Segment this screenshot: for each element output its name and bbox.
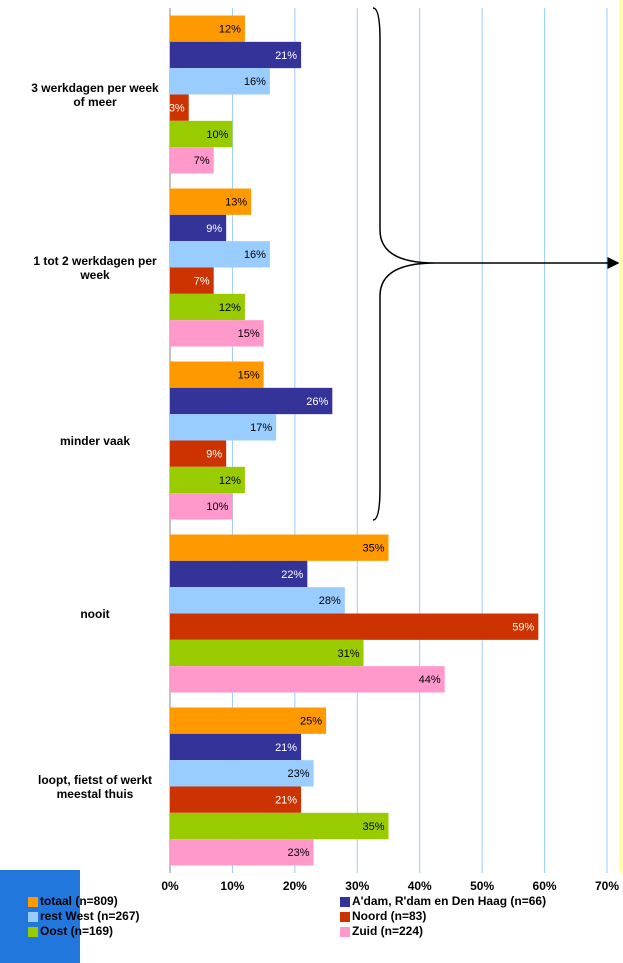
legend-swatch	[28, 912, 38, 922]
value-label: 26%	[306, 396, 328, 408]
value-label: 16%	[244, 76, 266, 88]
value-label: 15%	[238, 328, 260, 340]
bar	[170, 320, 264, 347]
bar	[170, 94, 189, 121]
x-tick-label: 10%	[220, 879, 244, 893]
bar	[170, 760, 314, 787]
category-label: 1 tot 2 werkdagen per week	[33, 253, 157, 282]
category-label: 3 werkdagen per week of meer	[31, 80, 159, 109]
bar	[170, 733, 302, 761]
value-label: 17%	[250, 422, 272, 434]
value-label: 7%	[194, 276, 210, 288]
bar	[170, 241, 270, 268]
value-label: 35%	[362, 543, 384, 555]
value-label: 9%	[206, 223, 222, 235]
legend-swatch	[340, 912, 350, 922]
x-tick-label: 50%	[470, 879, 494, 893]
value-label: 7%	[194, 155, 210, 167]
x-tick-label: 0%	[161, 879, 179, 893]
bar	[170, 147, 214, 174]
value-label: 23%	[288, 768, 310, 780]
x-tick-label: 60%	[533, 879, 557, 893]
bar	[170, 68, 270, 95]
bar	[170, 293, 245, 321]
value-label: 31%	[337, 648, 359, 660]
legend-label: Noord (n=83)	[352, 909, 426, 923]
legend-swatch	[340, 897, 350, 907]
bar	[170, 361, 264, 388]
value-label: 35%	[362, 821, 384, 833]
bar	[170, 15, 245, 42]
value-label: 10%	[206, 129, 228, 141]
bar	[170, 440, 227, 467]
legend-label: Zuid (n=224)	[352, 924, 423, 938]
category-label: nooit	[80, 606, 110, 621]
bar	[170, 613, 539, 640]
value-label: 12%	[219, 24, 241, 36]
legend-label: totaal (n=809)	[40, 894, 118, 908]
legend-label: rest West (n=267)	[40, 909, 140, 923]
value-label: 16%	[244, 249, 266, 261]
value-label: 15%	[238, 370, 260, 382]
bar	[170, 120, 233, 148]
value-label: 9%	[206, 449, 222, 461]
value-label: 28%	[319, 595, 341, 607]
legend-swatch	[340, 927, 350, 937]
bar	[170, 666, 445, 693]
bar	[170, 493, 233, 520]
bar	[170, 534, 389, 561]
bar	[170, 214, 227, 242]
value-label: 21%	[275, 50, 297, 62]
bar	[170, 639, 364, 667]
legend-swatch	[28, 927, 38, 937]
value-label: 25%	[300, 716, 322, 728]
legend-label: Oost (n=169)	[40, 924, 113, 938]
bar	[170, 786, 302, 813]
value-label: 3%	[169, 103, 185, 115]
bar	[170, 839, 314, 866]
value-label: 59%	[512, 622, 534, 634]
bar	[170, 387, 333, 415]
x-tick-label: 30%	[345, 879, 369, 893]
bar	[170, 414, 277, 441]
category-label: minder vaak	[59, 433, 131, 448]
x-tick-label: 20%	[283, 879, 307, 893]
bar	[170, 707, 327, 734]
value-label: 21%	[275, 795, 297, 807]
bar	[170, 812, 389, 840]
category-label: loopt, fietst of werkt meestal thuis	[38, 772, 152, 801]
value-label: 22%	[281, 569, 303, 581]
bar	[170, 188, 252, 215]
x-tick-label: 40%	[408, 879, 432, 893]
value-label: 10%	[206, 501, 228, 513]
bar	[170, 466, 245, 494]
value-label: 44%	[419, 674, 441, 686]
legend-label: A'dam, R'dam en Den Haag (n=66)	[352, 894, 546, 908]
bar	[170, 587, 345, 614]
bar	[170, 560, 308, 588]
bar	[170, 41, 302, 69]
x-tick-label: 70%	[595, 879, 619, 893]
legend-swatch	[28, 897, 38, 907]
value-label: 13%	[225, 197, 247, 209]
value-label: 12%	[219, 475, 241, 487]
value-label: 23%	[288, 847, 310, 859]
corner-block	[0, 870, 80, 963]
bar	[170, 267, 214, 294]
value-label: 21%	[275, 742, 297, 754]
brace	[372, 7, 436, 521]
value-label: 12%	[219, 302, 241, 314]
